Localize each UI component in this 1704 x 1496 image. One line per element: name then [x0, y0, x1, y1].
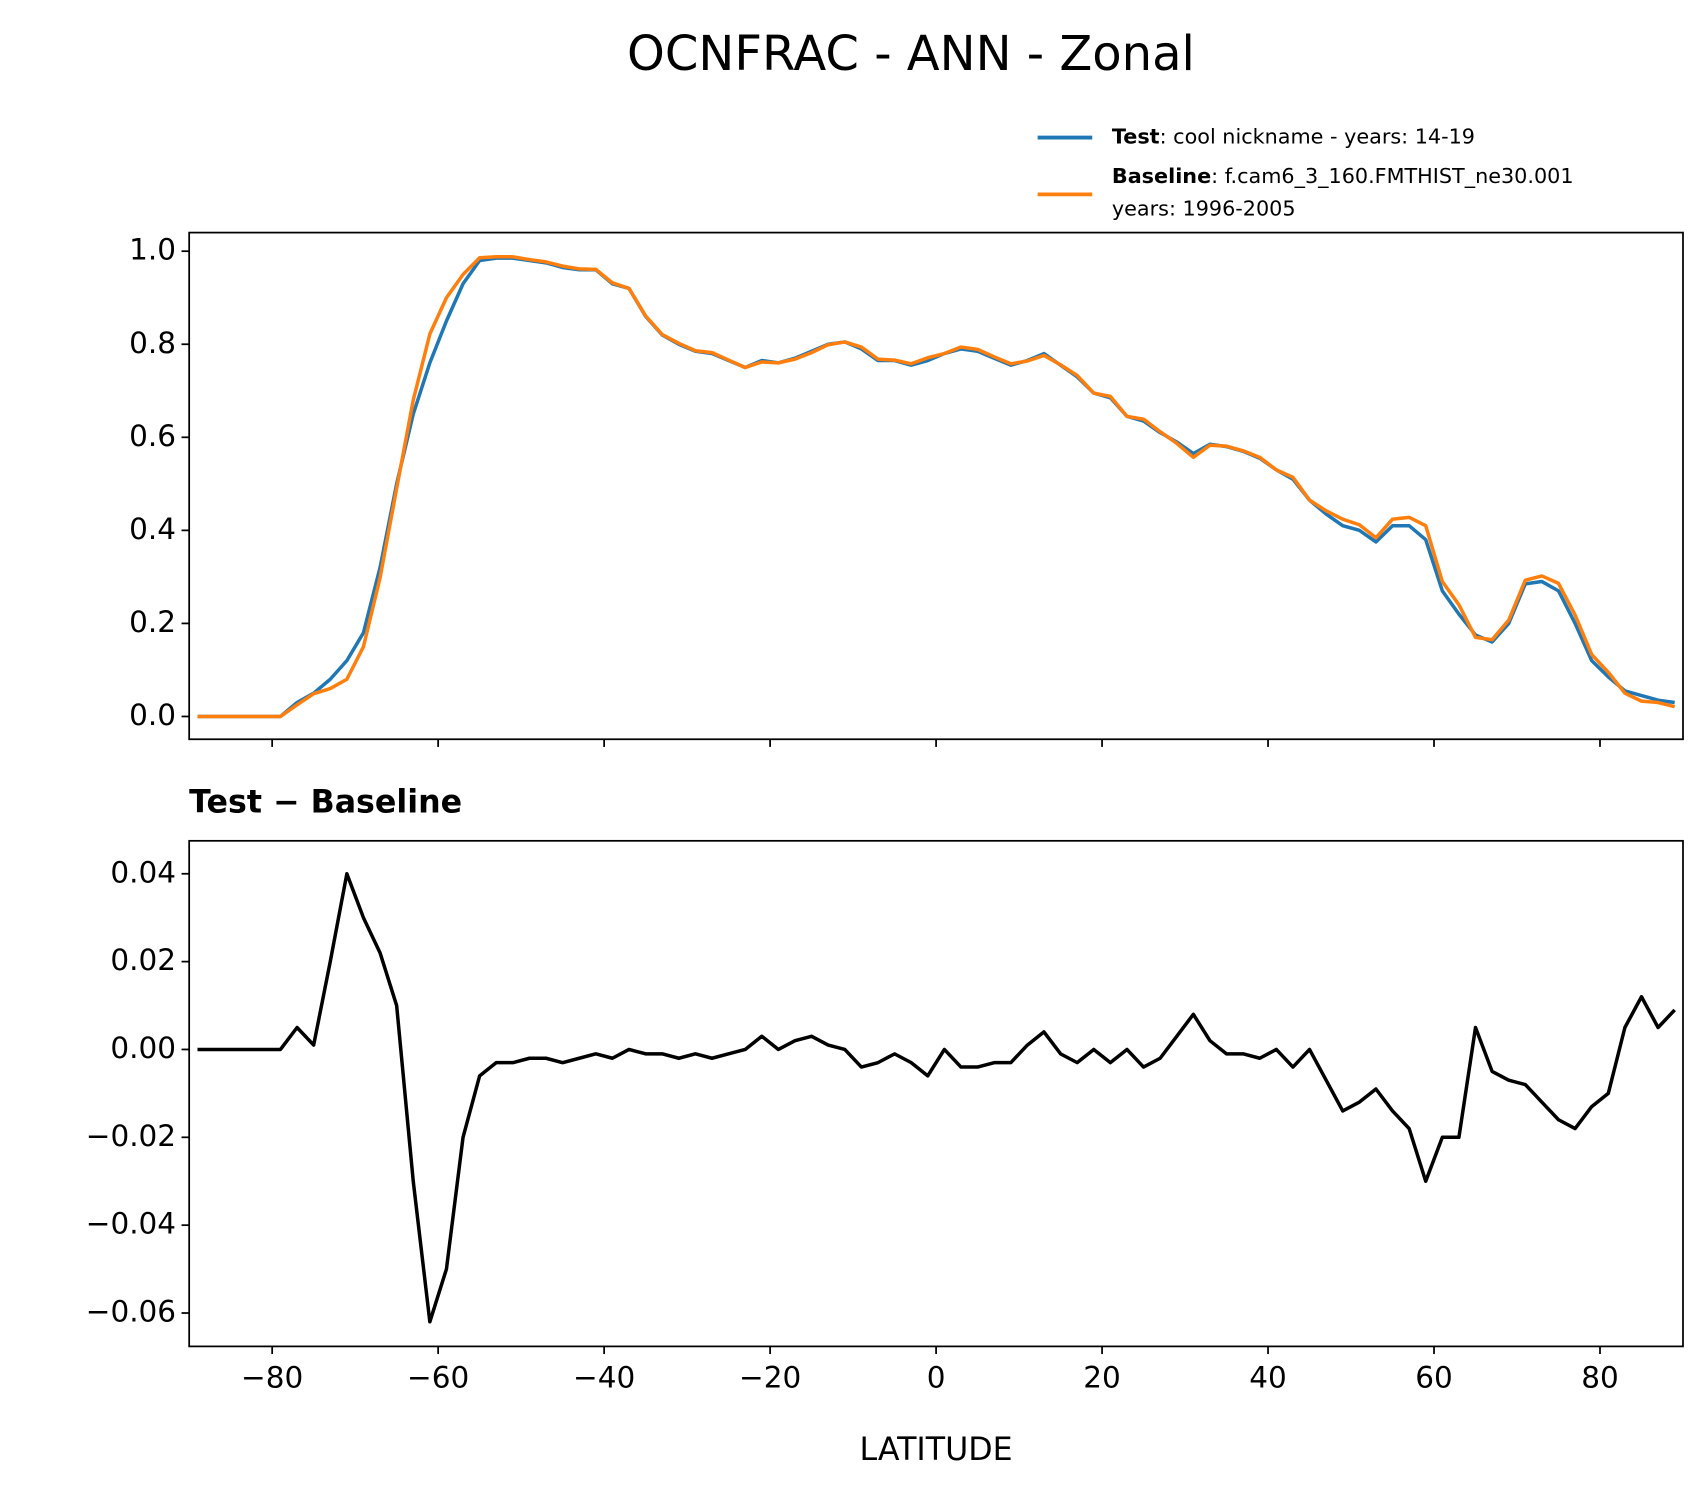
- x-tick-label: −20: [739, 1361, 801, 1395]
- y-tick-label: 1.0: [129, 233, 176, 267]
- figure-title: OCNFRAC - ANN - Zonal: [627, 26, 1195, 82]
- x-tick-label: 20: [1083, 1361, 1121, 1395]
- x-tick-label: −40: [573, 1361, 635, 1395]
- series-line: [197, 872, 1676, 1324]
- legend-name: Test: [1112, 125, 1160, 149]
- plot-area: [197, 872, 1676, 1324]
- y-tick-label: −0.02: [86, 1119, 176, 1153]
- legend-name: Baseline: [1112, 164, 1211, 188]
- y-tick-label: 0.2: [129, 605, 176, 639]
- legend-description: : cool nickname - years: 14-19: [1160, 125, 1475, 149]
- subplot-title: Test − Baseline: [189, 785, 462, 821]
- series-line: [197, 256, 1675, 719]
- y-tick-label: 0.0: [129, 698, 176, 732]
- x-tick-label: 0: [927, 1361, 946, 1395]
- axes-frame: [188, 231, 1684, 741]
- y-tick-label: 0.4: [129, 512, 176, 546]
- x-tick-label: 80: [1581, 1361, 1619, 1395]
- x-tick-label: −80: [241, 1361, 303, 1395]
- x-tick-label: 60: [1415, 1361, 1452, 1395]
- series-line: [197, 255, 1676, 719]
- legend-description: : f.cam6_3_160.FMTHIST_ne30.001: [1211, 164, 1573, 189]
- legend-label: Baseline: f.cam6_3_160.FMTHIST_ne30.001: [1112, 164, 1574, 189]
- legend-description: years: 1996-2005: [1112, 197, 1296, 221]
- legend-label: Test: cool nickname - years: 14-19: [1112, 125, 1475, 149]
- y-tick-label: −0.06: [86, 1295, 176, 1329]
- y-tick-label: 0.04: [110, 855, 176, 889]
- plot-area: [197, 255, 1676, 719]
- x-axis-label: LATITUDE: [860, 1432, 1013, 1468]
- y-tick-label: −0.04: [86, 1207, 176, 1241]
- x-tick-label: 40: [1249, 1361, 1287, 1395]
- y-tick-label: 0.00: [110, 1031, 176, 1065]
- y-tick-label: 0.8: [129, 326, 176, 360]
- y-tick-label: 0.6: [129, 419, 176, 453]
- x-tick-label: −60: [407, 1361, 469, 1395]
- axes-frame: [188, 839, 1684, 1348]
- y-tick-label: 0.02: [110, 943, 176, 977]
